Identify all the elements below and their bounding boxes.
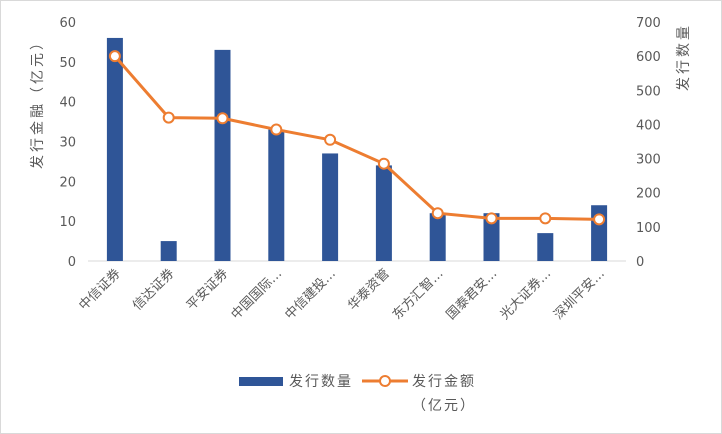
category-label: 中信建投… bbox=[282, 266, 339, 323]
line-point bbox=[108, 50, 121, 63]
legend-line-marker bbox=[379, 375, 391, 387]
left-tick-label: 20 bbox=[59, 175, 76, 190]
line-point bbox=[216, 112, 229, 125]
legend-line-label: 发行金额 bbox=[412, 374, 476, 390]
bar bbox=[214, 49, 231, 262]
category-label: 国泰君安… bbox=[444, 266, 501, 323]
right-tick-label: 0 bbox=[636, 255, 644, 270]
category-label: 华泰资管 bbox=[345, 266, 392, 313]
right-tick-label: 700 bbox=[636, 16, 661, 31]
line-point bbox=[431, 207, 444, 220]
line-point bbox=[162, 111, 175, 124]
line-point bbox=[324, 133, 337, 146]
bar-series bbox=[106, 37, 608, 262]
line-point bbox=[593, 213, 606, 226]
left-axis-title: 发行金融（亿元） bbox=[30, 33, 46, 169]
left-axis: 0 10 20 30 40 50 60 bbox=[59, 16, 76, 270]
line-point bbox=[270, 123, 283, 136]
bar bbox=[375, 165, 392, 261]
right-tick-label: 500 bbox=[636, 84, 661, 99]
bar bbox=[268, 129, 285, 261]
left-tick-label: 0 bbox=[68, 255, 76, 270]
right-tick-label: 200 bbox=[636, 187, 661, 202]
line-point bbox=[539, 212, 552, 225]
left-tick-label: 10 bbox=[59, 215, 76, 230]
category-label: 平安证券 bbox=[183, 266, 231, 314]
category-label: 中信证券 bbox=[76, 266, 124, 314]
left-tick-label: 50 bbox=[59, 56, 76, 71]
line-series bbox=[113, 55, 600, 221]
legend: 发行数量 发行金额 （亿元） bbox=[239, 374, 476, 414]
right-axis-title: 发行数量 bbox=[676, 23, 692, 91]
line-point bbox=[377, 157, 390, 170]
right-tick-label: 600 bbox=[636, 50, 661, 65]
category-label: 深圳平安… bbox=[551, 266, 608, 323]
legend-bar-swatch bbox=[239, 377, 283, 386]
bar bbox=[160, 241, 177, 261]
category-label: 东方汇智… bbox=[389, 266, 446, 323]
category-label: 中国国际… bbox=[229, 266, 286, 323]
left-tick-label: 60 bbox=[59, 16, 76, 31]
bar bbox=[106, 37, 123, 261]
category-label: 光大证券… bbox=[497, 266, 554, 323]
legend-bar-label: 发行数量 bbox=[289, 374, 353, 390]
right-tick-label: 400 bbox=[636, 118, 661, 133]
bar bbox=[429, 213, 446, 261]
category-label: 信达证券 bbox=[129, 266, 177, 314]
line-point bbox=[485, 212, 498, 225]
bar bbox=[537, 233, 554, 261]
legend-line-label-unit: （亿元） bbox=[412, 398, 476, 414]
bar bbox=[322, 153, 339, 261]
left-tick-label: 30 bbox=[59, 136, 76, 151]
right-tick-label: 100 bbox=[636, 221, 661, 236]
right-tick-label: 300 bbox=[636, 153, 661, 168]
right-axis: 0 100 200 300 400 500 600 700 bbox=[636, 16, 661, 270]
left-tick-label: 40 bbox=[59, 96, 76, 111]
bar bbox=[483, 213, 500, 261]
line-markers bbox=[108, 50, 606, 226]
